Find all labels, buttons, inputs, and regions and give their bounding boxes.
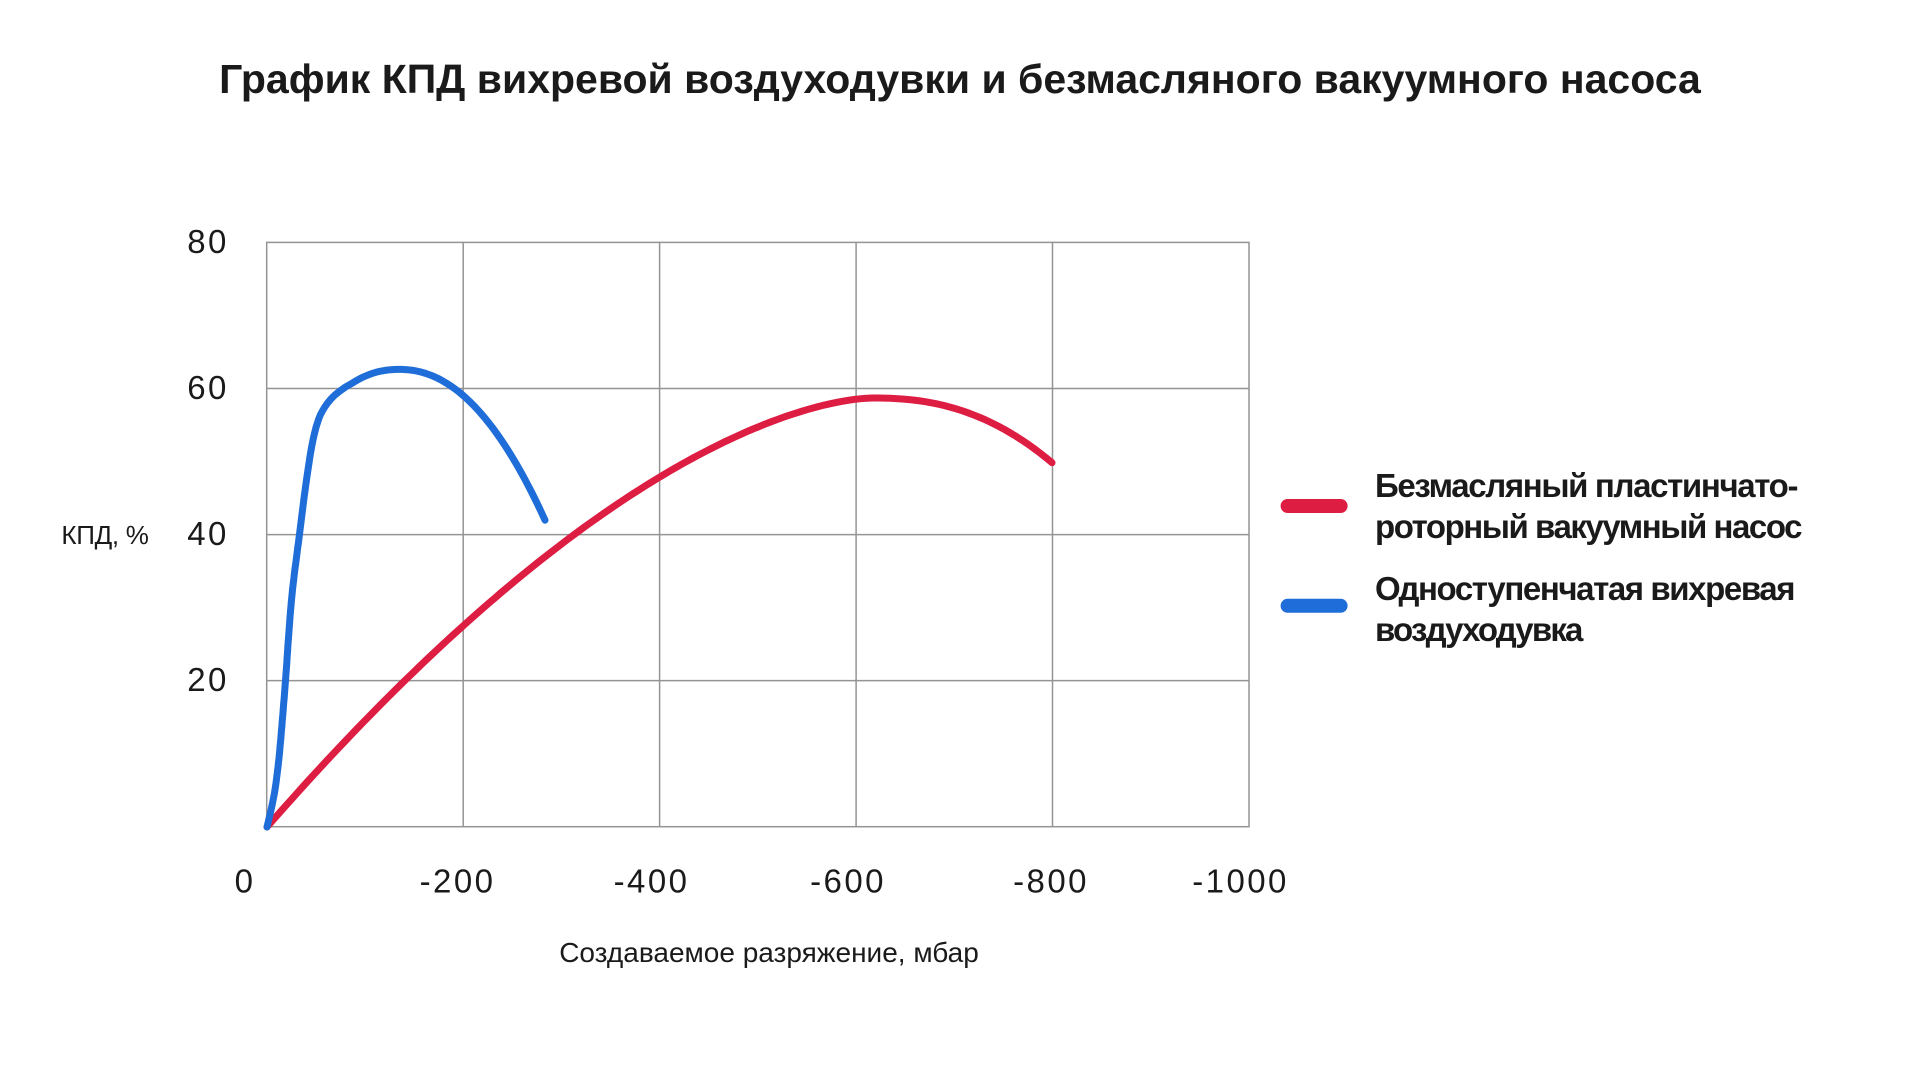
svg-text:-400: -400 <box>614 862 690 899</box>
svg-text:Безмасляный пластинчато-: Безмасляный пластинчато- <box>1375 467 1797 504</box>
svg-text:20: 20 <box>187 661 229 698</box>
svg-text:роторный вакуумный насос: роторный вакуумный насос <box>1375 508 1802 545</box>
svg-text:воздуходувка: воздуходувка <box>1375 611 1584 648</box>
svg-text:0: 0 <box>235 862 256 899</box>
svg-text:-600: -600 <box>810 862 886 899</box>
svg-text:80: 80 <box>187 223 229 260</box>
svg-text:-1000: -1000 <box>1192 862 1288 899</box>
svg-text:40: 40 <box>187 515 229 552</box>
svg-text:60: 60 <box>187 369 229 406</box>
svg-text:Одноступенчатая вихревая: Одноступенчатая вихревая <box>1375 570 1794 607</box>
svg-text:-800: -800 <box>1013 862 1089 899</box>
svg-text:График КПД вихревой воздуходув: График КПД вихревой воздуходувки и безма… <box>219 56 1702 102</box>
svg-text:Создаваемое разряжение, мбар: Создаваемое разряжение, мбар <box>559 937 979 968</box>
svg-text:КПД, %: КПД, % <box>61 520 148 550</box>
svg-text:-200: -200 <box>420 862 496 899</box>
